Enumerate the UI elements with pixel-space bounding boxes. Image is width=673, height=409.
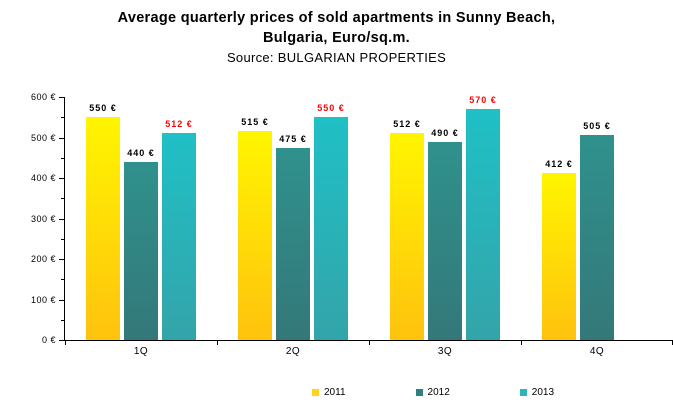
y-minor-tick bbox=[61, 279, 65, 281]
x-axis-label-1Q: 1Q bbox=[133, 346, 149, 357]
value-label-2012-4Q: 505 € bbox=[583, 121, 611, 132]
y-minor-tick bbox=[61, 117, 65, 119]
bar-2011-4Q bbox=[542, 173, 576, 340]
y-major-tick bbox=[59, 259, 65, 260]
value-label-2012-2Q: 475 € bbox=[279, 133, 307, 144]
value-label-2011-2Q: 515 € bbox=[241, 117, 269, 128]
legend-item-2011: 2011 bbox=[312, 387, 346, 398]
y-major-tick bbox=[59, 299, 65, 301]
x-axis-tick bbox=[369, 340, 370, 345]
bar-2013-1Q bbox=[162, 132, 196, 340]
chart-title-line1: Average quarterly prices of sold apartme… bbox=[117, 10, 556, 26]
plot-area: 0 € 100 € 200 € 300 € 400 € 500 € 600 € 550 € 44… bbox=[31, 92, 673, 357]
bar-2012-4Q bbox=[580, 135, 614, 340]
value-label-2011-3Q: 512 € bbox=[393, 118, 421, 129]
value-label-2012-3Q: 490 € bbox=[431, 127, 459, 138]
x-axis-tick bbox=[217, 340, 218, 345]
value-label-2012-1Q: 440 € bbox=[127, 147, 155, 158]
y-major-tick bbox=[59, 218, 65, 220]
value-label-2013-2Q: 550 € bbox=[317, 103, 345, 114]
value-label-2011-1Q: 550 € bbox=[89, 103, 117, 114]
legend-label-2013: 2013 bbox=[531, 387, 555, 398]
x-axis-tick bbox=[521, 340, 522, 345]
y-major-tick bbox=[59, 137, 65, 139]
legend: 2011 2012 2013 bbox=[312, 387, 554, 398]
x-axis-label-3Q: 3Q bbox=[437, 346, 453, 357]
y-minor-tick bbox=[61, 319, 65, 321]
legend-item-2012: 2012 bbox=[415, 387, 450, 398]
legend-swatch-2013 bbox=[519, 389, 527, 396]
chart-header: Average quarterly prices of sold apartme… bbox=[0, 8, 673, 67]
y-minor-tick bbox=[61, 198, 65, 200]
y-major-tick bbox=[59, 340, 65, 341]
y-major-tick bbox=[59, 97, 65, 98]
bar-2011-3Q bbox=[390, 132, 424, 340]
bar-2013-3Q bbox=[466, 109, 500, 340]
legend-swatch-2012 bbox=[415, 389, 423, 396]
bar-2013-2Q bbox=[314, 117, 348, 340]
y-major-tick bbox=[59, 178, 65, 179]
legend-label-2012: 2012 bbox=[427, 387, 450, 398]
y-axis-label: 200 € bbox=[30, 254, 56, 264]
legend-swatch-2011 bbox=[312, 389, 319, 396]
bar-2012-1Q bbox=[124, 161, 158, 340]
value-label-2011-4Q: 412 € bbox=[545, 159, 573, 170]
x-axis-label-2Q: 2Q bbox=[285, 346, 301, 357]
y-minor-tick bbox=[61, 157, 65, 159]
x-axis-tick bbox=[65, 340, 66, 345]
y-axis-label: 300 € bbox=[30, 213, 56, 224]
legend-item-2013: 2013 bbox=[519, 387, 555, 398]
chart-source: Source: BULGARIAN PROPERTIES bbox=[226, 50, 447, 65]
y-axis-label: 0 € bbox=[41, 335, 56, 345]
chart-title-line2: Bulgaria, Euro/sq.m. bbox=[263, 30, 410, 46]
y-axis-label: 400 € bbox=[30, 173, 56, 183]
bar-2012-3Q bbox=[428, 141, 462, 340]
bar-2011-2Q bbox=[238, 131, 272, 340]
bar-2011-1Q bbox=[86, 117, 120, 340]
bar-2012-2Q bbox=[276, 147, 310, 340]
value-label-2013-1Q: 512 € bbox=[165, 118, 193, 129]
value-label-2013-3Q: 570 € bbox=[469, 95, 497, 106]
y-minor-tick bbox=[61, 238, 65, 240]
y-axis-label: 500 € bbox=[30, 132, 56, 143]
y-axis-label: 100 € bbox=[30, 294, 56, 305]
x-axis-label-4Q: 4Q bbox=[589, 346, 605, 357]
y-axis-label: 600 € bbox=[30, 92, 56, 102]
legend-label-2011: 2011 bbox=[324, 387, 346, 398]
